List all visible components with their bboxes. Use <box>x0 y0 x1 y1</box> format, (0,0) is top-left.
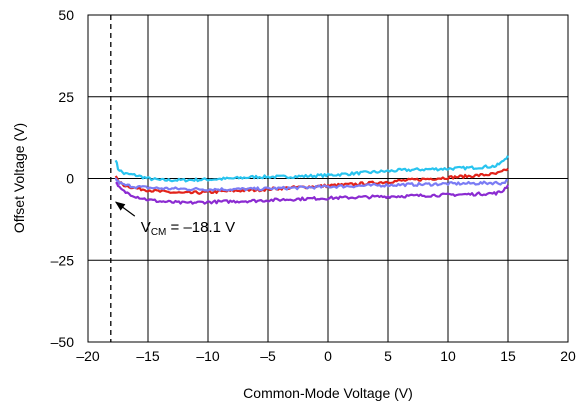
annotation-subscript: CM <box>151 227 167 238</box>
y-tick-label: 25 <box>58 89 74 105</box>
x-tick-label: 20 <box>560 348 576 364</box>
annotation-arrow <box>114 201 136 217</box>
x-tick-label: –5 <box>260 348 276 364</box>
series-line-0 <box>114 155 509 183</box>
x-tick-label: 5 <box>384 348 392 364</box>
x-tick-label: –10 <box>196 348 220 364</box>
y-tick-label: 50 <box>58 7 74 23</box>
x-tick-label: 10 <box>440 348 456 364</box>
y-axis-title: Offset Voltage (V) <box>11 123 27 233</box>
x-tick-label: –20 <box>76 348 100 364</box>
plot-frame <box>87 14 569 343</box>
y-tick-label: –50 <box>51 334 75 350</box>
series-line-2 <box>114 177 509 192</box>
series-line-3 <box>115 181 509 205</box>
vcm-annotation: VCM = –18.1 V <box>114 201 235 238</box>
annotation-prefix: V <box>141 219 151 236</box>
y-tick-label: 0 <box>66 171 74 187</box>
y-tick-label: –25 <box>51 252 75 268</box>
x-tick-label: 0 <box>324 348 332 364</box>
x-tick-label: 15 <box>500 348 516 364</box>
x-axis-title: Common-Mode Voltage (V) <box>243 385 413 401</box>
plot-grid <box>88 15 568 342</box>
annotation-label: VCM = –18.1 V <box>141 219 235 238</box>
annotation-value: = –18.1 V <box>166 219 235 236</box>
x-tick-label: –15 <box>136 348 160 364</box>
series-group <box>114 155 509 205</box>
